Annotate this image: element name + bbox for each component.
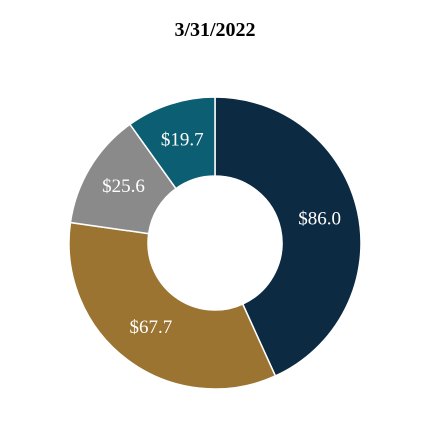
data-label: $19.7 <box>161 129 204 150</box>
chart-title: 3/31/2022 <box>174 19 255 41</box>
data-label: $25.6 <box>102 176 145 197</box>
data-label: $86.0 <box>298 209 341 230</box>
donut-slice <box>214 96 362 377</box>
donut-slice <box>68 221 277 390</box>
donut-slice <box>128 96 216 190</box>
data-label: $67.7 <box>130 317 173 338</box>
